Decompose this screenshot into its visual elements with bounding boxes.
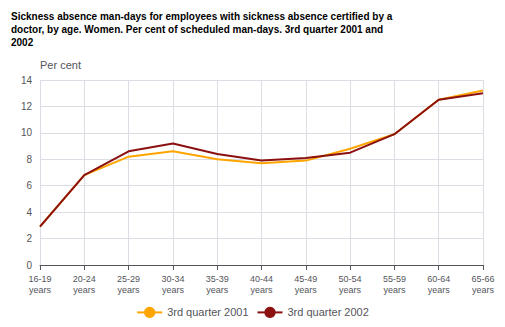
svg-text:60-64: 60-64	[427, 274, 450, 284]
svg-text:years: years	[250, 285, 273, 295]
svg-text:65-66: 65-66	[471, 274, 494, 284]
svg-text:8: 8	[26, 154, 32, 165]
svg-text:years: years	[29, 285, 52, 295]
svg-text:35-39: 35-39	[206, 274, 229, 284]
svg-text:10: 10	[21, 127, 33, 138]
svg-text:55-59: 55-59	[383, 274, 406, 284]
svg-text:3rd quarter 2002: 3rd quarter 2002	[288, 306, 369, 318]
svg-text:20-24: 20-24	[73, 274, 96, 284]
svg-text:years: years	[295, 285, 318, 295]
svg-text:doctor, by age. Women. Per cen: doctor, by age. Women. Per cent of sched…	[11, 24, 383, 35]
svg-text:25-29: 25-29	[117, 274, 140, 284]
svg-text:40-44: 40-44	[250, 274, 273, 284]
svg-text:16-19: 16-19	[28, 274, 51, 284]
svg-text:12: 12	[21, 101, 33, 112]
svg-text:45-49: 45-49	[294, 274, 317, 284]
svg-text:2: 2	[26, 233, 32, 244]
svg-text:2002: 2002	[11, 37, 34, 48]
svg-text:years: years	[162, 285, 185, 295]
svg-text:50-54: 50-54	[339, 274, 362, 284]
svg-text:6: 6	[26, 180, 32, 191]
svg-text:years: years	[118, 285, 141, 295]
svg-text:4: 4	[26, 207, 32, 218]
svg-text:3rd quarter 2001: 3rd quarter 2001	[167, 306, 248, 318]
svg-text:years: years	[383, 285, 406, 295]
svg-text:Per cent: Per cent	[40, 59, 81, 71]
svg-text:years: years	[73, 285, 96, 295]
svg-text:14: 14	[21, 75, 33, 86]
svg-text:0: 0	[26, 260, 32, 271]
svg-text:years: years	[428, 285, 451, 295]
svg-text:30-34: 30-34	[161, 274, 184, 284]
svg-text:years: years	[206, 285, 229, 295]
svg-text:years: years	[472, 285, 495, 295]
svg-text:Sickness absence man-days for: Sickness absence man-days for employees …	[11, 11, 393, 22]
svg-text:years: years	[339, 285, 362, 295]
